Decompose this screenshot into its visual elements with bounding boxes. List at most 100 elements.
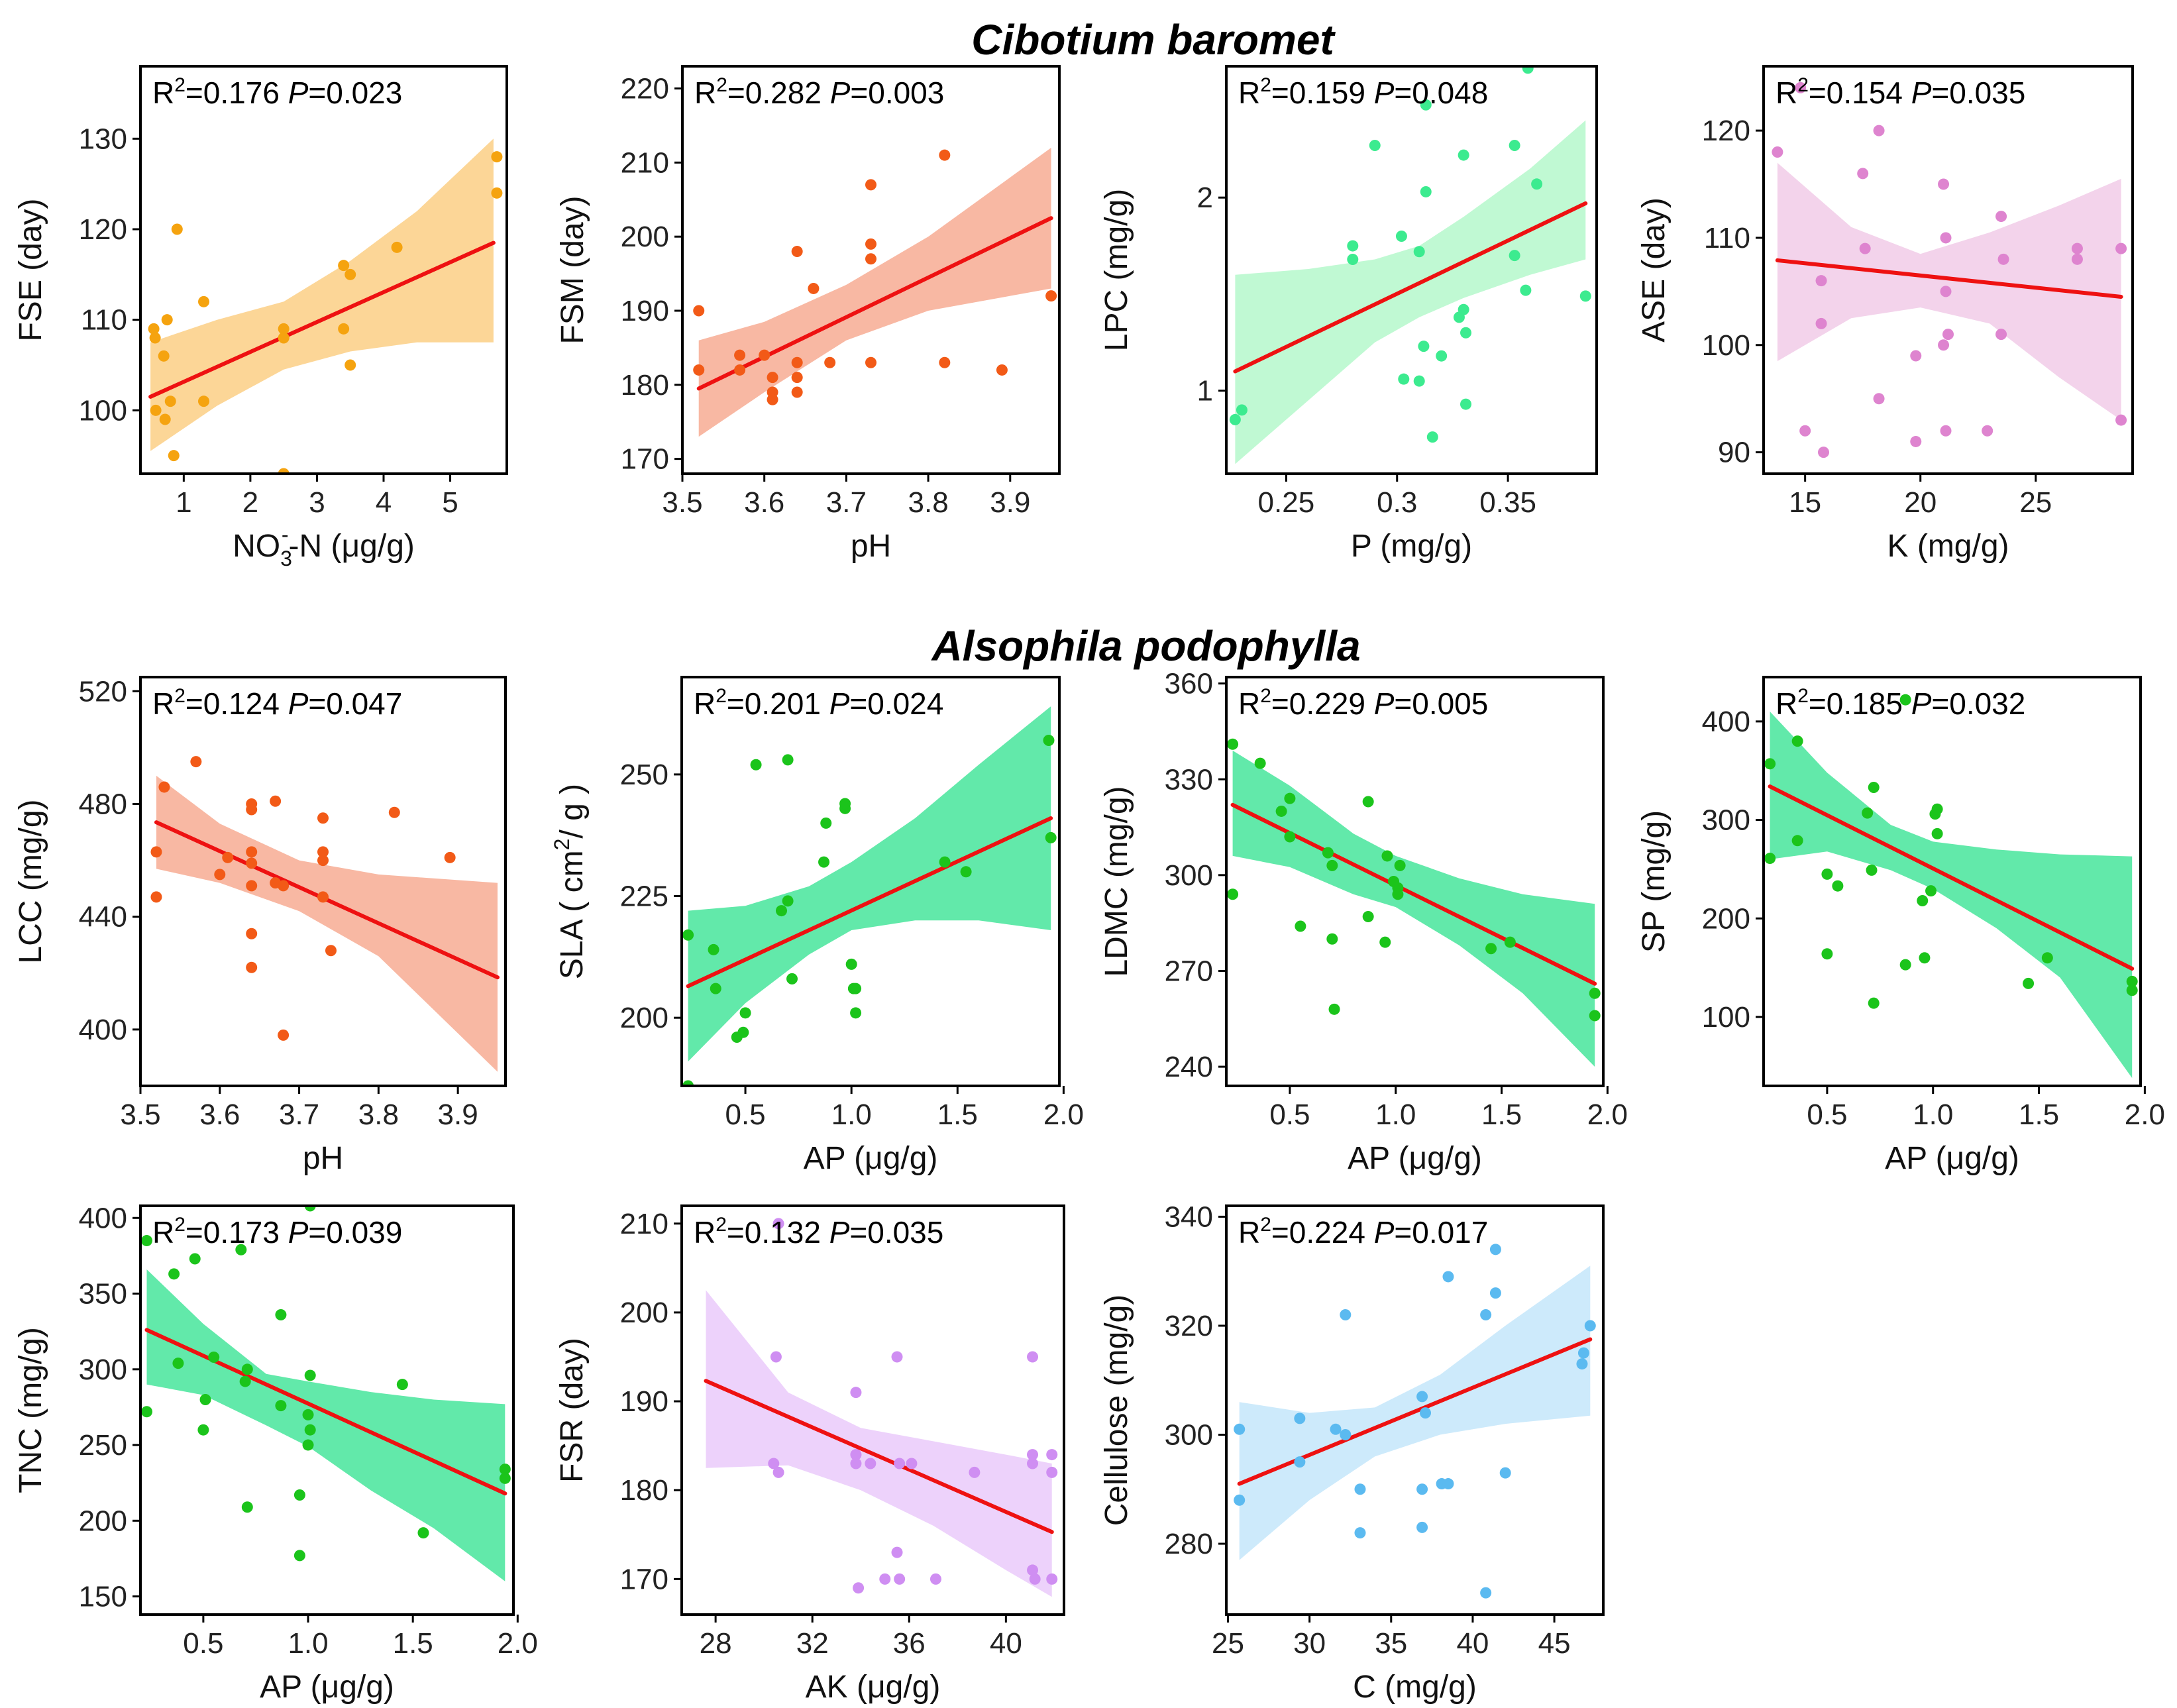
data-point: [791, 356, 803, 368]
y-tick-label: 170: [621, 443, 669, 476]
plot-area: [1229, 66, 1591, 464]
stat-p-value: =0.035: [849, 1215, 943, 1250]
data-point: [1328, 1003, 1340, 1015]
stat-p: P: [288, 1215, 309, 1250]
confidence-band: [688, 706, 1051, 1062]
data-point: [1489, 1287, 1501, 1299]
regression-line: [704, 1379, 1054, 1534]
y-tick-label: 180: [621, 369, 669, 401]
data-point: [491, 151, 503, 163]
data-point: [168, 450, 180, 462]
y-tick-label: 200: [79, 1505, 127, 1537]
data-point: [1354, 1527, 1366, 1539]
y-tick-label: 180: [620, 1474, 668, 1507]
x-tick-label: 40: [990, 1627, 1022, 1660]
data-point: [1489, 1244, 1501, 1255]
data-point: [338, 260, 350, 272]
confidence-band: [1235, 120, 1586, 464]
stat-p-value: =0.003: [850, 76, 944, 110]
stat-p: P: [830, 76, 851, 110]
confidence-band: [156, 775, 498, 1072]
plot-frame: [139, 1204, 515, 1616]
data-point: [396, 1379, 408, 1391]
data-point: [190, 756, 202, 768]
stat-p: P: [1374, 76, 1395, 110]
data-point: [1504, 936, 1516, 948]
stat-r: R: [152, 686, 174, 721]
y-tick-label: 250: [620, 759, 668, 791]
data-point: [894, 1573, 906, 1585]
data-point: [1326, 933, 1338, 945]
stat-r2-value: =0.173: [186, 1215, 288, 1250]
data-point: [278, 468, 290, 474]
data-point: [1873, 393, 1885, 405]
plot-area: [704, 1218, 1058, 1597]
confidence-band: [1232, 750, 1595, 1067]
stat-r2-value: =0.132: [727, 1215, 829, 1250]
data-point: [1862, 807, 1874, 819]
chart-4: 90 100 110 120 15 20 25 K (mg/g) ASE (day) R2=0.1…: [1636, 65, 2134, 564]
stat-r: R: [1776, 686, 1797, 721]
stat-annotation: R2=0.159 P=0.048: [1238, 74, 1488, 110]
data-point: [850, 1387, 862, 1399]
data-point: [734, 364, 746, 376]
data-point: [1917, 894, 1929, 906]
y-tick-label: 210: [621, 146, 669, 179]
x-tick-label: 0.5: [183, 1627, 223, 1660]
data-point: [1416, 1483, 1428, 1495]
stat-p-value: =0.035: [1931, 76, 2025, 110]
confidence-band: [146, 1269, 505, 1581]
data-point: [1460, 327, 1472, 339]
confidence-band: [150, 138, 494, 451]
data-point: [1995, 329, 2007, 341]
stat-p: P: [1911, 76, 1932, 110]
data-point: [770, 1351, 782, 1363]
x-tick-label: 0.3: [1377, 486, 1417, 519]
y-tick-label: 360: [1165, 668, 1213, 700]
stat-r: R: [694, 76, 716, 110]
stat-annotation: R2=0.173 P=0.039: [152, 1214, 402, 1250]
y-tick-label: 220: [621, 73, 669, 105]
data-point: [158, 350, 170, 362]
data-point: [960, 866, 972, 878]
data-point: [304, 1206, 316, 1212]
data-point: [1046, 1466, 1058, 1478]
stat-annotation: R2=0.282 P=0.003: [694, 74, 944, 110]
plot-frame: [680, 1204, 1065, 1616]
y-tick-label: 225: [620, 881, 668, 913]
stat-r-sup: 2: [1260, 1214, 1271, 1236]
section-title-cibotium: Cibotium baromet: [971, 16, 1336, 64]
data-point: [1764, 758, 1776, 770]
data-point: [1398, 373, 1410, 385]
y-axis-label: LPC (mg/g): [1099, 189, 1134, 351]
regression-line: [148, 240, 496, 399]
y-axis-label: FSE (day): [13, 198, 48, 341]
data-point: [786, 973, 798, 985]
regression-line: [686, 816, 1053, 988]
stat-r-sup: 2: [174, 74, 186, 96]
data-point: [1899, 694, 1911, 706]
y-axis-label: TNC (mg/g): [13, 1327, 48, 1493]
x-tick-label: 1.5: [2019, 1098, 2059, 1131]
data-point: [693, 364, 705, 376]
stat-r: R: [1238, 686, 1260, 721]
x-tick-label: 3.9: [990, 486, 1030, 519]
stat-r-sup: 2: [716, 1214, 727, 1236]
y-axis-label: SLA ( cm2/ g ): [550, 784, 590, 979]
data-point: [2115, 242, 2127, 254]
data-point: [235, 1244, 247, 1255]
x-tick-label: 3.8: [358, 1098, 399, 1131]
data-point: [1458, 149, 1469, 161]
data-point: [278, 332, 290, 344]
stat-r2-value: =0.224: [1271, 1215, 1374, 1250]
data-point: [1347, 240, 1359, 252]
data-point: [1046, 1449, 1058, 1461]
y-tick-label: 280: [1165, 1528, 1213, 1560]
data-point: [391, 241, 403, 253]
regression-line: [1768, 784, 2135, 971]
data-point: [317, 846, 329, 858]
data-point: [149, 332, 161, 344]
data-point: [879, 1573, 891, 1585]
regression-line: [1233, 201, 1588, 374]
stat-p-value: =0.023: [308, 76, 402, 110]
